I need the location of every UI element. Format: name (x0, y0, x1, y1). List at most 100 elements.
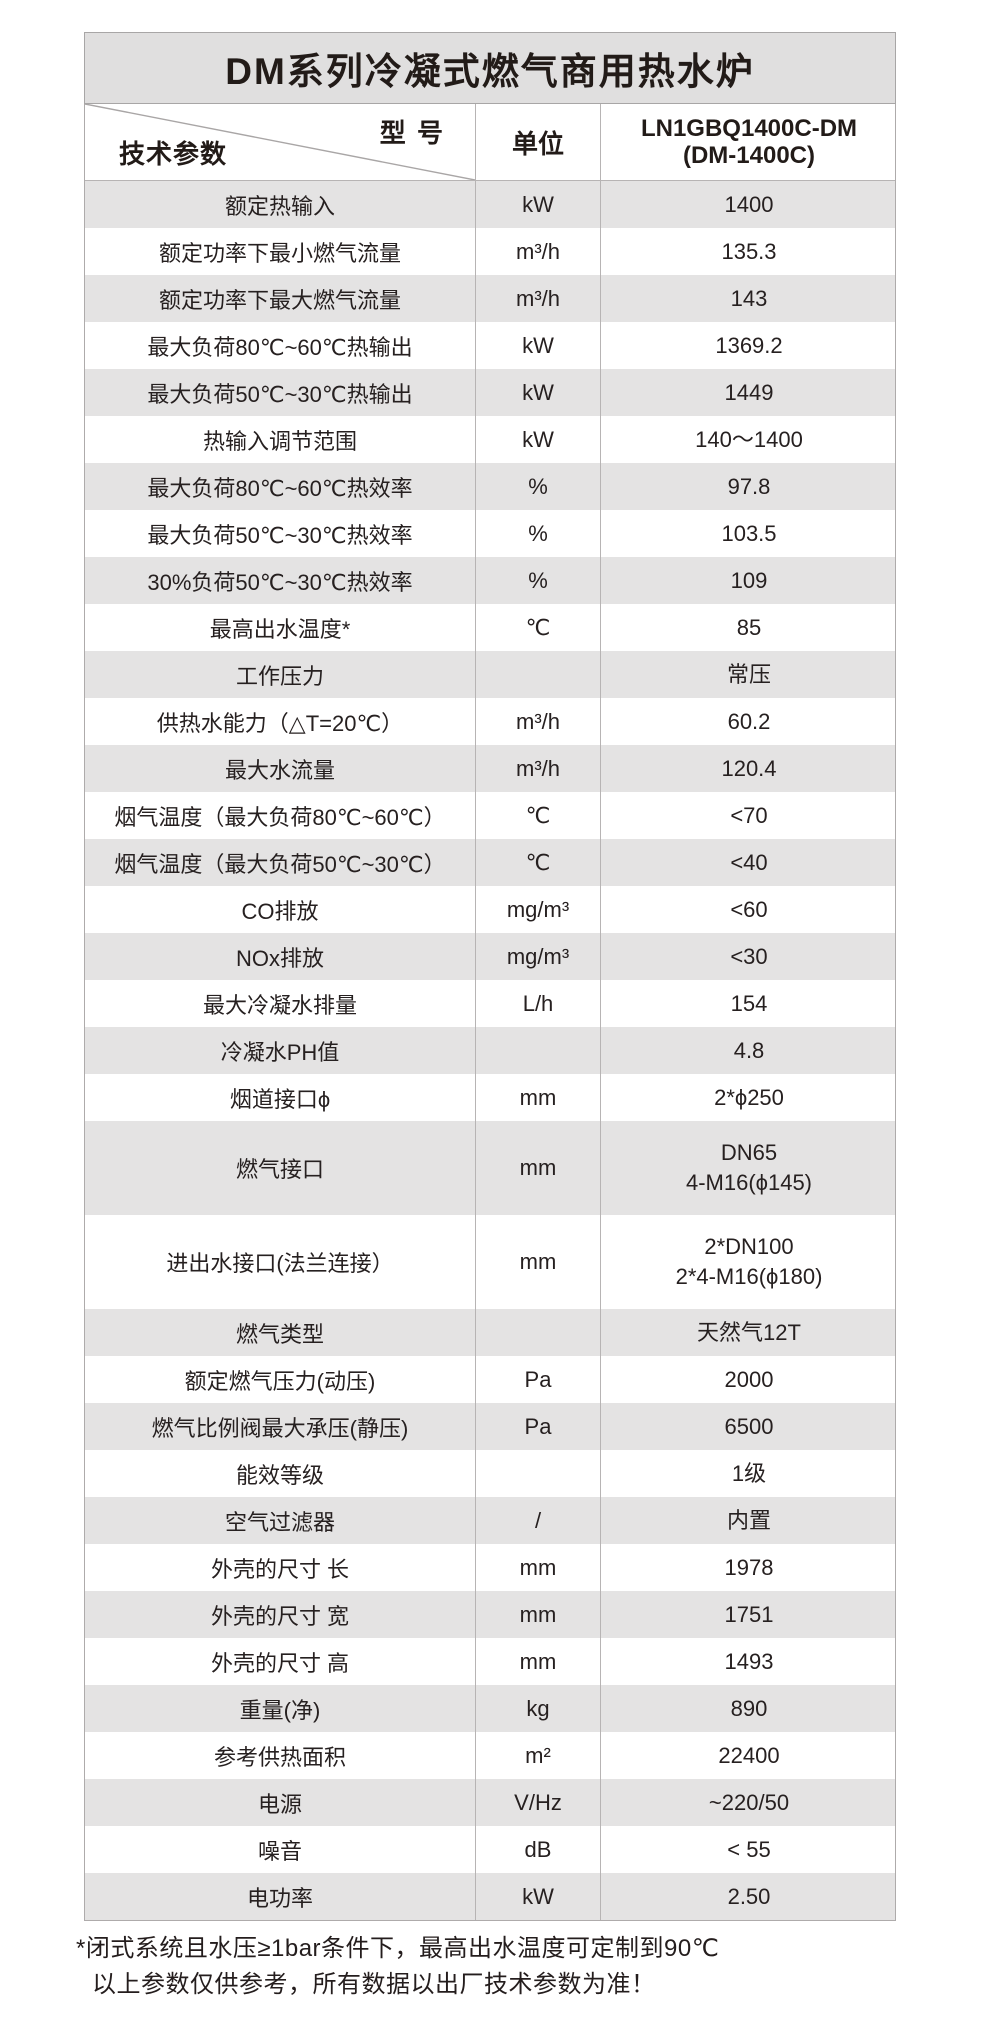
table-row: 空气过滤器 / 内置 (85, 1497, 895, 1544)
unit-cell: mg/m³ (475, 886, 600, 933)
page-title: DM系列冷凝式燃气商用热水炉 (84, 32, 896, 104)
param-name-cell: 烟道接口ϕ (229, 1086, 331, 1112)
value-line1: 常压 (726, 661, 771, 687)
value-line1: 1493 (724, 1648, 774, 1674)
table-row: 最高出水温度* ℃ 85 (85, 604, 895, 651)
unit-cell: V/Hz (475, 1779, 600, 1826)
unit-cell: kW (475, 369, 600, 416)
footnote-line1: *闭式系统且水压≥1bar条件下，最高出水温度可定制到90℃ (76, 1935, 720, 1962)
table-row: 最大负荷80℃~60℃热效率 % 97.8 (85, 463, 895, 510)
table-row: 额定热输入 kW 1400 (85, 181, 895, 228)
table-row: 燃气类型 天然气12T (85, 1309, 895, 1356)
value-line1: 1978 (724, 1554, 774, 1580)
param-name-cell: 热输入调节范围 (202, 428, 357, 454)
value-line1: 135.3 (721, 238, 777, 264)
unit-cell: mm (475, 1121, 600, 1215)
value-cell: 103.5 (600, 510, 897, 557)
table-row: 最大负荷50℃~30℃热效率 % 103.5 (85, 510, 895, 557)
unit-cell: Pa (475, 1403, 600, 1450)
table-row: 最大冷凝水排量 L/h 154 (85, 980, 895, 1027)
value-cell: ~220/50 (600, 1779, 897, 1826)
unit-cell: kW (475, 181, 600, 228)
param-name-cell: 空气过滤器 (224, 1509, 335, 1535)
value-line1: 6500 (724, 1413, 774, 1439)
param-name-cell: 外壳的尺寸 高 (210, 1650, 350, 1676)
unit-cell: kW (475, 322, 600, 369)
spec-table: 型 号 技术参数 单位 LN1GBQ1400C-DM (DM-1400C) 额定… (84, 104, 896, 1921)
model-number-line1: LN1GBQ1400C-DM (640, 115, 858, 142)
table-row: 烟气温度（最大负荷80℃~60℃） ℃ <70 (85, 792, 895, 839)
param-name-cell: 额定功率下最小燃气流量 (158, 240, 401, 266)
table-row: 外壳的尺寸 高 mm 1493 (85, 1638, 895, 1685)
value-line1: 109 (730, 567, 768, 593)
value-cell: 120.4 (600, 745, 897, 792)
table-row: 进出水接口(法兰连接） mm 2*DN100 2*4-M16(ϕ180) (85, 1215, 895, 1309)
unit-cell (475, 1309, 600, 1356)
unit-cell (475, 1027, 600, 1074)
table-row: 燃气比例阀最大承压(静压) Pa 6500 (85, 1403, 895, 1450)
unit-cell: m² (475, 1732, 600, 1779)
unit-cell: % (475, 463, 600, 510)
unit-cell: ℃ (475, 792, 600, 839)
param-name-cell: 燃气比例阀最大承压(静压) (151, 1415, 409, 1441)
value-line1: 97.8 (727, 473, 771, 499)
value-cell: 内置 (600, 1497, 897, 1544)
param-name-cell: 供热水能力（△T=20℃） (156, 710, 404, 736)
param-name-cell: 最大水流量 (224, 757, 335, 783)
table-row: 30%负荷50℃~30℃热效率 % 109 (85, 557, 895, 604)
table-row: 供热水能力（△T=20℃） m³/h 60.2 (85, 698, 895, 745)
unit-cell: kg (475, 1685, 600, 1732)
table-body: 额定热输入 kW 1400 额定功率下最小燃气流量 m³/h 135.3 额定功… (85, 181, 895, 1920)
param-name-cell: 燃气类型 (235, 1321, 324, 1347)
model-column-header: LN1GBQ1400C-DM (DM-1400C) (600, 104, 897, 180)
value-line1: 143 (730, 285, 768, 311)
unit-cell: % (475, 510, 600, 557)
value-cell: < 55 (600, 1826, 897, 1873)
param-name-cell: 电源 (257, 1791, 302, 1817)
value-line1: <30 (730, 943, 768, 969)
table-row: 烟气温度（最大负荷50℃~30℃） ℃ <40 (85, 839, 895, 886)
unit-cell: m³/h (475, 745, 600, 792)
value-cell: 2*ϕ250 (600, 1074, 897, 1121)
value-cell: 4.8 (600, 1027, 897, 1074)
value-cell: 常压 (600, 651, 897, 698)
value-line1: 1751 (724, 1601, 774, 1627)
value-line1: 140～1400 (695, 426, 803, 452)
value-cell: 140～1400 (600, 416, 897, 463)
param-name-cell: 30%负荷50℃~30℃热效率 (147, 569, 413, 595)
value-cell: 60.2 (600, 698, 897, 745)
table-row: 烟道接口ϕ mm 2*ϕ250 (85, 1074, 895, 1121)
value-cell: 1449 (600, 369, 897, 416)
table-row: 工作压力 常压 (85, 651, 895, 698)
value-line2: 2*4-M16(ϕ180) (675, 1264, 823, 1289)
value-line1: 1449 (724, 379, 774, 405)
table-row: 最大负荷80℃~60℃热输出 kW 1369.2 (85, 322, 895, 369)
value-cell: 2000 (600, 1356, 897, 1403)
value-cell: 154 (600, 980, 897, 1027)
footnote-line2: 以上参数仅供参考，所有数据以出厂技术参数为准！ (92, 1971, 656, 1998)
diagonal-divider-line (85, 104, 475, 180)
unit-cell (475, 1450, 600, 1497)
diagonal-header-cell: 型 号 技术参数 (85, 104, 475, 180)
value-cell: <70 (600, 792, 897, 839)
param-name-cell: 额定燃气压力(动压) (184, 1368, 376, 1394)
value-line1: 2*DN100 (704, 1234, 794, 1259)
value-line1: 1级 (731, 1460, 767, 1486)
value-line1: 内置 (726, 1507, 771, 1533)
table-row: 能效等级 1级 (85, 1450, 895, 1497)
unit-cell (475, 651, 600, 698)
param-name-cell: 外壳的尺寸 宽 (210, 1603, 350, 1629)
unit-cell: mm (475, 1544, 600, 1591)
param-name-cell: 额定功率下最大燃气流量 (158, 287, 401, 313)
param-name-cell: 电功率 (246, 1885, 313, 1911)
value-cell: 6500 (600, 1403, 897, 1450)
unit-cell: % (475, 557, 600, 604)
param-name-cell: 外壳的尺寸 长 (210, 1556, 350, 1582)
table-row: 冷凝水PH值 4.8 (85, 1027, 895, 1074)
table-row: 燃气接口 mm DN65 4-M16(ϕ145) (85, 1121, 895, 1215)
param-name-cell: NOx排放 (235, 945, 324, 971)
value-line1: 2.50 (727, 1883, 771, 1909)
value-line1: 85 (736, 614, 762, 640)
param-name-cell: 重量(净) (239, 1697, 321, 1723)
value-cell: <60 (600, 886, 897, 933)
